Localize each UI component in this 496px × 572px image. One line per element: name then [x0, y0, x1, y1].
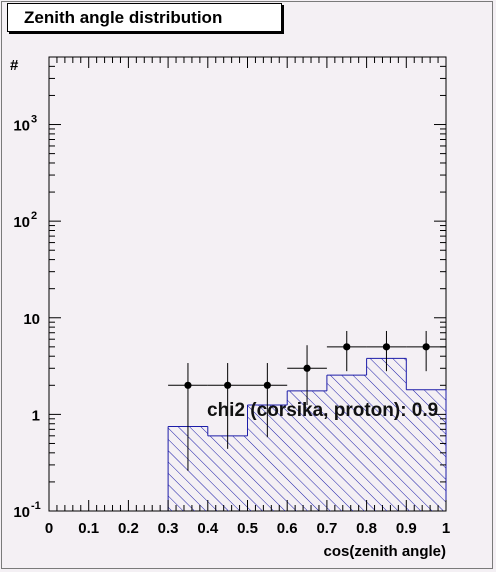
y-tick-exponent: 3 [31, 114, 37, 126]
x-axis-label: cos(zenith angle) [323, 543, 446, 560]
y-tick-exponent: 2 [31, 210, 37, 222]
x-tick-label: 0.8 [356, 520, 377, 537]
y-tick-label: 10 [13, 214, 30, 231]
x-tick-label: 0.1 [78, 520, 99, 537]
x-tick-label: 0.3 [158, 520, 179, 537]
x-tick-label: 0.4 [197, 520, 219, 537]
x-tick-label: 0.5 [237, 520, 258, 537]
chart-title: Zenith angle distribution [7, 3, 282, 32]
data-point [382, 343, 391, 351]
y-tick-label: 10 [23, 311, 40, 328]
data-point [184, 381, 192, 389]
chi2-annotation: chi2 (corsika, proton): 0.9 [207, 400, 438, 421]
y-tick-label: 10 [13, 118, 30, 135]
x-tick-label: 0.2 [118, 520, 139, 537]
data-point [422, 343, 430, 351]
y-tick-label: 10 [13, 504, 30, 521]
x-tick-label: 0.9 [396, 520, 417, 537]
data-point [303, 364, 311, 372]
data-point [343, 343, 351, 351]
x-tick-label: 1 [442, 520, 450, 537]
x-tick-label: 0.7 [316, 520, 337, 537]
data-point [224, 381, 232, 389]
mc-histogram-fill [168, 358, 446, 511]
y-axis-label: # [10, 57, 19, 74]
data-point [263, 381, 271, 389]
y-tick-label: 1 [32, 407, 40, 424]
x-tick-label: 0.6 [277, 520, 298, 537]
x-tick-label: 0 [45, 520, 53, 537]
y-tick-exponent: -1 [31, 500, 41, 512]
